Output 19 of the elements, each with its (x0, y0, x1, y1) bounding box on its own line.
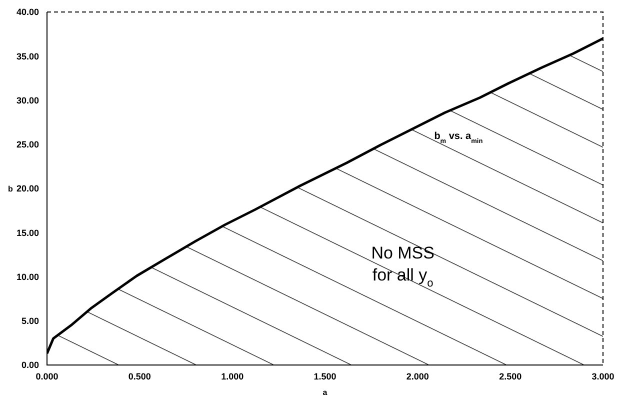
y-tick-label: 35.00 (16, 51, 39, 62)
x-tick-label: 0.500 (128, 371, 151, 382)
y-tick-label: 25.00 (16, 140, 39, 150)
x-tick-label: 2.500 (499, 371, 522, 382)
y-tick-label: 30.00 (16, 95, 39, 106)
annotation: b$_{m}$ vs. a$_{min}$ (434, 131, 483, 145)
y-tick-label: 10.00 (16, 272, 39, 282)
x-tick-label: 0.000 (36, 371, 58, 382)
x-axis-title: a (322, 388, 328, 397)
y-tick-label: 40.00 (16, 7, 39, 18)
x-tick-label: 3.000 (592, 371, 614, 382)
y-tick-label: 20.00 (16, 184, 39, 194)
y-tick-label: 0.00 (21, 360, 39, 370)
y-tick-label: 15.00 (16, 228, 39, 238)
y-axis-title: b (8, 184, 13, 194)
x-tick-label: 1.500 (314, 371, 336, 382)
y-tick-label: 5.00 (21, 316, 39, 326)
x-tick-label: 1.000 (221, 371, 244, 382)
x-tick-label: 2.000 (406, 371, 429, 382)
